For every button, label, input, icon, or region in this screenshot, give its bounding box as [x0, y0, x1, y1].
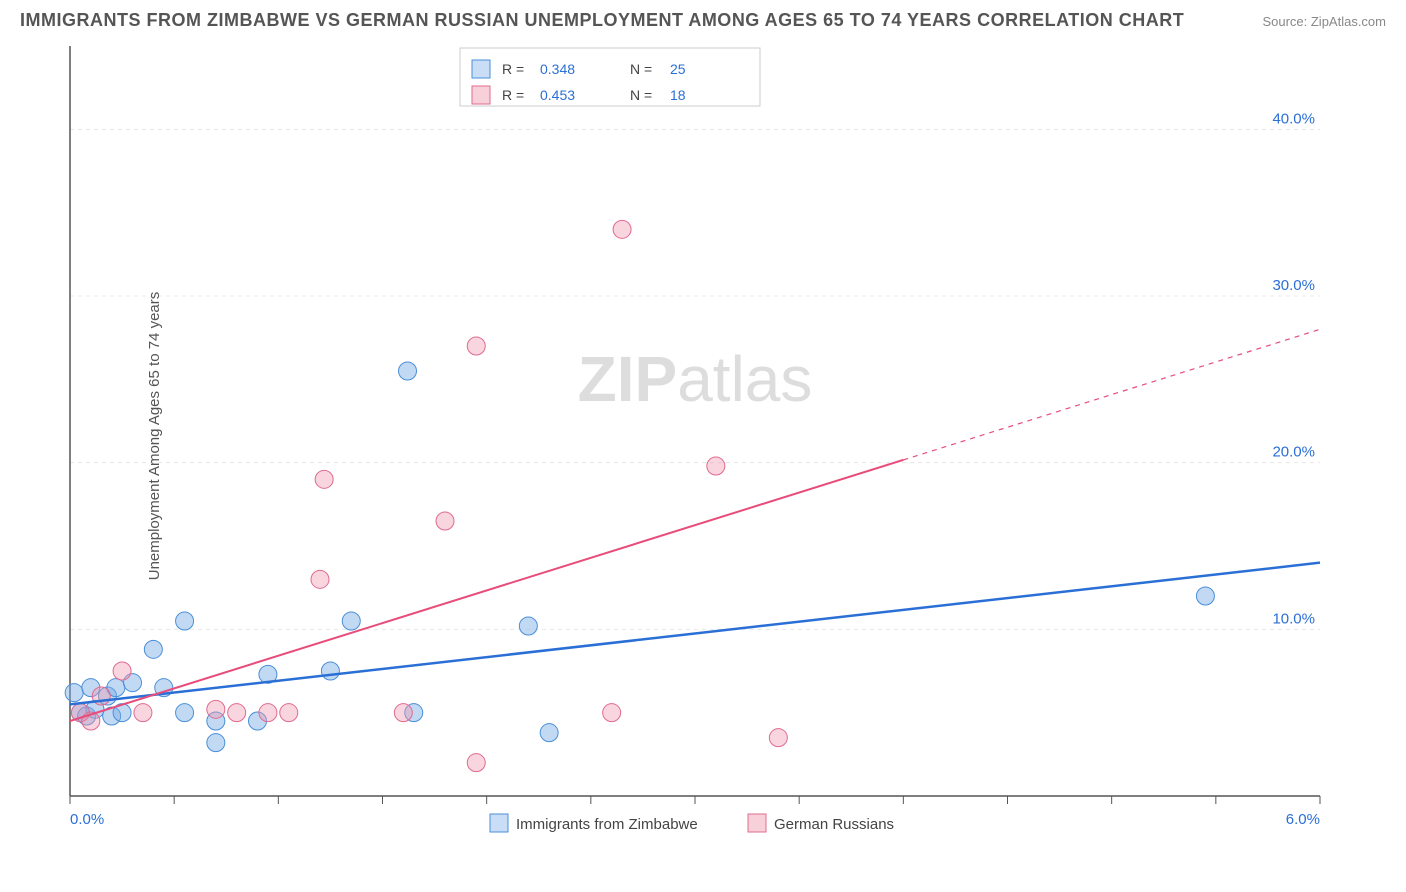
trend-line-extrapolated — [903, 329, 1320, 460]
legend-n-value: 25 — [670, 61, 686, 77]
data-point — [207, 734, 225, 752]
y-tick-label: 30.0% — [1272, 277, 1315, 294]
data-point — [315, 470, 333, 488]
watermark: ZIPatlas — [578, 343, 813, 415]
y-axis-label: Unemployment Among Ages 65 to 74 years — [146, 292, 163, 581]
data-point — [613, 220, 631, 238]
source-attribution: Source: ZipAtlas.com — [1262, 14, 1386, 29]
legend-n-label: N = — [630, 87, 652, 103]
data-point — [321, 662, 339, 680]
legend-r-label: R = — [502, 87, 524, 103]
source-prefix: Source: — [1262, 14, 1310, 29]
data-point — [259, 704, 277, 722]
series-legend-swatch — [748, 814, 766, 832]
legend-r-value: 0.348 — [540, 61, 575, 77]
legend-r-value: 0.453 — [540, 87, 575, 103]
data-point — [144, 640, 162, 658]
data-point — [113, 662, 131, 680]
y-tick-label: 40.0% — [1272, 110, 1315, 127]
data-point — [207, 700, 225, 718]
data-point — [467, 754, 485, 772]
data-point — [467, 337, 485, 355]
data-point — [769, 729, 787, 747]
series-legend-label: German Russians — [774, 816, 894, 833]
data-point — [65, 684, 83, 702]
data-point — [311, 570, 329, 588]
legend-swatch — [472, 86, 490, 104]
legend-swatch — [472, 60, 490, 78]
series-legend-label: Immigrants from Zimbabwe — [516, 816, 698, 833]
legend-n-label: N = — [630, 61, 652, 77]
legend-r-label: R = — [502, 61, 524, 77]
legend-n-value: 18 — [670, 87, 686, 103]
data-point — [707, 457, 725, 475]
trend-line — [70, 460, 903, 721]
data-point — [399, 362, 417, 380]
chart-title: IMMIGRANTS FROM ZIMBABWE VS GERMAN RUSSI… — [20, 10, 1184, 31]
data-point — [436, 512, 454, 530]
y-tick-label: 10.0% — [1272, 610, 1315, 627]
trend-line — [70, 563, 1320, 705]
data-point — [342, 612, 360, 630]
data-point — [134, 704, 152, 722]
source-name: ZipAtlas.com — [1311, 14, 1386, 29]
data-point — [176, 612, 194, 630]
data-point — [1196, 587, 1214, 605]
data-point — [603, 704, 621, 722]
data-point — [176, 704, 194, 722]
data-point — [519, 617, 537, 635]
series-legend-swatch — [490, 814, 508, 832]
data-point — [540, 724, 558, 742]
x-tick-label: 6.0% — [1286, 811, 1320, 828]
data-point — [394, 704, 412, 722]
correlation-scatter-chart: ZIPatlas 0.0% 6.0% 10.0% 20.0% 30.0% 40.0% R = 0… — [20, 36, 1340, 836]
x-tick-label: 0.0% — [70, 811, 104, 828]
y-tick-label: 20.0% — [1272, 444, 1315, 461]
data-point — [280, 704, 298, 722]
data-point — [228, 704, 246, 722]
